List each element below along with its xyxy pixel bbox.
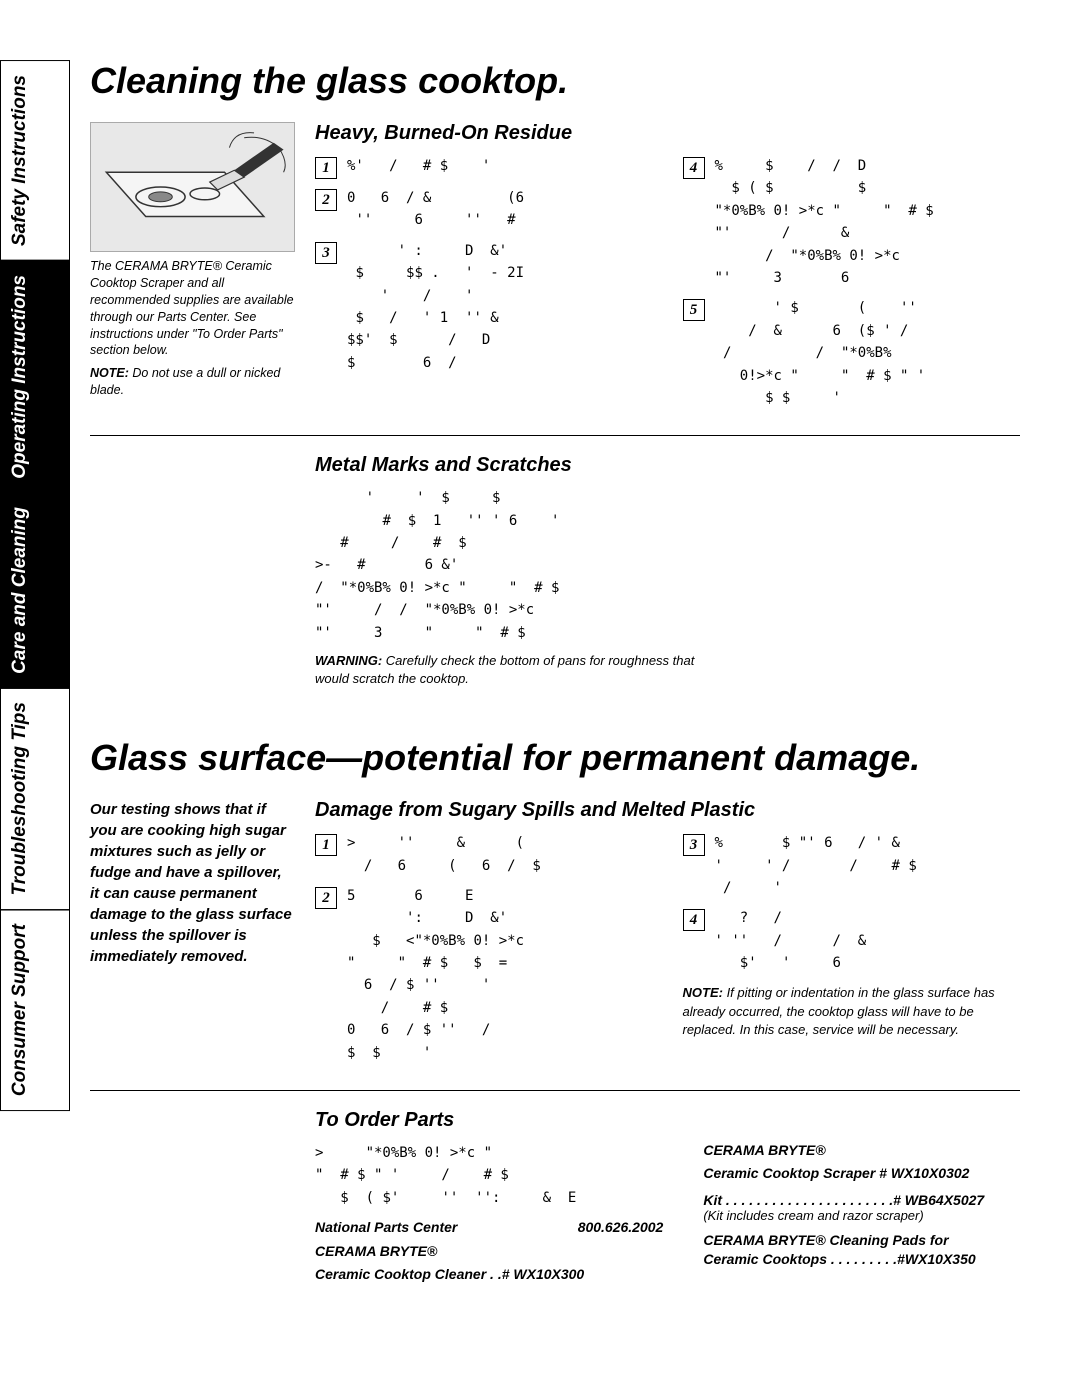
damage-columns: 1 > '' & ( / 6 ( 6 / $ 2 5 6 E ': D &' $…: [315, 832, 1020, 1072]
brand-line: CERAMA BRYTE®: [315, 1243, 663, 1259]
step-number-icon: 1: [315, 834, 337, 856]
sidebar-tabs: Safety Instructions Operating Instructio…: [0, 60, 70, 1337]
divider: [90, 435, 1020, 436]
caption-text-1: The CERAMA BRYTE® Ceramic Cooktop Scrape…: [90, 259, 294, 357]
step-text: 0 6 / & (6 '' 6 '' #: [347, 187, 524, 232]
cooktop-scraper-illustration: [90, 122, 295, 252]
order-heading: To Order Parts: [315, 1109, 1020, 1132]
note-text: If pitting or indentation in the glass s…: [683, 985, 995, 1036]
tab-consumer[interactable]: Consumer Support: [0, 909, 70, 1111]
damage-block: Damage from Sugary Spills and Melted Pla…: [315, 799, 1020, 1072]
damage-step-1: 1 > '' & ( / 6 ( 6 / $: [315, 832, 653, 877]
metal-marks-block: Metal Marks and Scratches ' ' $ $ # $ 1 …: [90, 454, 730, 687]
heavy-step-5: 5 ' $ ( '' / & 6 ($ ' / / / "*0%B% 0!>*c…: [683, 297, 1021, 409]
product-cleaner: Ceramic Cooktop Cleaner . .# WX10X300: [315, 1265, 663, 1285]
product-pads-1: CERAMA BRYTE® Cleaning Pads for: [703, 1231, 1020, 1251]
product-pads-2: Ceramic Cooktops . . . . . . . . .#WX10X…: [703, 1250, 1020, 1270]
heavy-step-2: 2 0 6 / & (6 '' 6 '' #: [315, 187, 653, 232]
tab-operating[interactable]: Operating Instructions: [0, 260, 70, 494]
metal-warning: WARNING: Carefully check the bottom of p…: [315, 652, 730, 687]
section1-title: Cleaning the glass cooktop.: [90, 60, 1020, 102]
step-text: > '' & ( / 6 ( 6 / $: [347, 832, 541, 877]
illustration-caption: The CERAMA BRYTE® Ceramic Cooktop Scrape…: [90, 258, 295, 359]
damage-step-2: 2 5 6 E ': D &' $ <"*0%B% 0! >*c " " # $…: [315, 885, 653, 1064]
note-label: NOTE:: [683, 985, 723, 1000]
step-number-icon: 4: [683, 157, 705, 179]
step-text: % $ "' 6 / ' & ' ' / / # $ / ': [715, 832, 917, 899]
section2-body: Our testing shows that if you are cookin…: [90, 799, 1020, 1072]
step-text: 5 6 E ': D &' $ <"*0%B% 0! >*c " " # $ $…: [347, 885, 524, 1064]
main-content: Cleaning the glass cooktop.: [70, 60, 1020, 1337]
order-col-left: > "*0%B% 0! >*c " " # $ " ' / # $ $ ( $'…: [315, 1142, 663, 1285]
heavy-residue-block: Heavy, Burned-On Residue 1 %' / # $ ' 2 …: [315, 122, 1020, 417]
metal-body: ' ' $ $ # $ 1 '' ' 6 ' # / # $ >- # 6 &'…: [315, 487, 730, 644]
divider: [90, 1090, 1020, 1091]
order-body: > "*0%B% 0! >*c " " # $ " ' / # $ $ ( $'…: [315, 1142, 663, 1209]
heavy-step-1: 1 %' / # $ ': [315, 155, 653, 179]
page: Safety Instructions Operating Instructio…: [0, 60, 1020, 1337]
section2-title: Glass surface—potential for permanent da…: [90, 737, 1020, 779]
step-text: %' / # $ ': [347, 155, 490, 179]
step-number-icon: 5: [683, 299, 705, 321]
product-scraper: Ceramic Cooktop Scraper # WX10X0302: [703, 1164, 1020, 1184]
metal-heading: Metal Marks and Scratches: [315, 454, 730, 477]
step-number-icon: 4: [683, 909, 705, 931]
step-number-icon: 3: [683, 834, 705, 856]
damage-col-right: 3 % $ "' 6 / ' & ' ' / / # $ / ' 4 ? / '…: [683, 832, 1021, 1072]
step-text: ' : D &' $ $$ . ' - 2I ' / ' $ / ' 1 '' …: [347, 240, 524, 374]
heavy-heading: Heavy, Burned-On Residue: [315, 122, 1020, 145]
section2-intro: Our testing shows that if you are cookin…: [90, 799, 295, 1072]
damage-step-4: 4 ? / ' '' / / & $' ' 6: [683, 907, 1021, 974]
warning-label: WARNING:: [315, 653, 382, 668]
heavy-step-4: 4 % $ / / D $ ( $ $ "*0%B% 0! >*c " " # …: [683, 155, 1021, 289]
heavy-columns: 1 %' / # $ ' 2 0 6 / & (6 '' 6 '' # 3: [315, 155, 1020, 417]
heavy-col-left: 1 %' / # $ ' 2 0 6 / & (6 '' 6 '' # 3: [315, 155, 653, 417]
product-kit: Kit . . . . . . . . . . . . . . . . . . …: [703, 1192, 1020, 1208]
tab-care[interactable]: Care and Cleaning: [0, 492, 70, 689]
order-parts-block: To Order Parts > "*0%B% 0! >*c " " # $ "…: [90, 1109, 1020, 1285]
order-columns: > "*0%B% 0! >*c " " # $ " ' / # $ $ ( $'…: [315, 1142, 1020, 1285]
illustration-column: The CERAMA BRYTE® Ceramic Cooktop Scrape…: [90, 122, 295, 417]
note-label: NOTE:: [90, 366, 129, 380]
step-number-icon: 2: [315, 189, 337, 211]
step-number-icon: 3: [315, 242, 337, 264]
order-col-right: CERAMA BRYTE® Ceramic Cooktop Scraper # …: [703, 1142, 1020, 1285]
tab-safety[interactable]: Safety Instructions: [0, 60, 70, 261]
kit-note: (Kit includes cream and razor scraper): [703, 1208, 1020, 1223]
damage-note: NOTE: If pitting or indentation in the g…: [683, 984, 1021, 1039]
heavy-step-3: 3 ' : D &' $ $$ . ' - 2I ' / ' $ / ' 1 '…: [315, 240, 653, 374]
tab-troubleshooting[interactable]: Troubleshooting Tips: [0, 687, 70, 911]
npc-label: National Parts Center: [315, 1219, 457, 1235]
step-text: % $ / / D $ ( $ $ "*0%B% 0! >*c " " # $ …: [715, 155, 934, 289]
step-number-icon: 1: [315, 157, 337, 179]
npc-phone: 800.626.2002: [578, 1219, 664, 1235]
illustration-note: NOTE: Do not use a dull or nicked blade.: [90, 365, 295, 399]
step-number-icon: 2: [315, 887, 337, 909]
step-text: ' $ ( '' / & 6 ($ ' / / / "*0%B% 0!>*c "…: [715, 297, 926, 409]
step-text: ? / ' '' / / & $' ' 6: [715, 907, 867, 974]
damage-step-3: 3 % $ "' 6 / ' & ' ' / / # $ / ': [683, 832, 1021, 899]
heavy-col-right: 4 % $ / / D $ ( $ $ "*0%B% 0! >*c " " # …: [683, 155, 1021, 417]
damage-col-left: 1 > '' & ( / 6 ( 6 / $ 2 5 6 E ': D &' $…: [315, 832, 653, 1072]
section1-body: The CERAMA BRYTE® Ceramic Cooktop Scrape…: [90, 122, 1020, 417]
damage-heading: Damage from Sugary Spills and Melted Pla…: [315, 799, 1020, 822]
brand-line: CERAMA BRYTE®: [703, 1142, 1020, 1158]
national-parts-center: National Parts Center 800.626.2002: [315, 1219, 663, 1235]
